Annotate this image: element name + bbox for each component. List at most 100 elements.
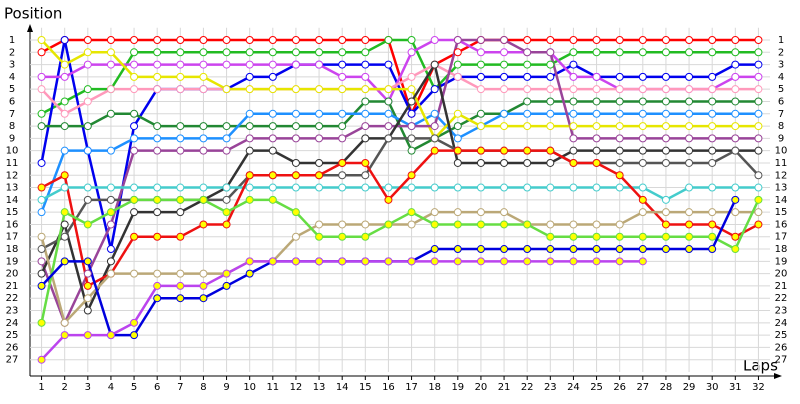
lap-marker [83,220,92,229]
lap-marker [37,85,46,94]
lap-marker [615,257,624,266]
lap-marker [546,109,555,118]
lap-marker [638,97,647,106]
lap-marker [130,109,139,118]
lap-marker [638,35,647,44]
lap-marker [569,134,578,143]
lap-marker [731,60,740,69]
lap-marker [153,146,162,155]
lap-marker [592,158,601,167]
lap-marker [222,146,231,155]
lap-marker [476,183,485,192]
lap-marker [199,35,208,44]
lap-marker [130,85,139,94]
lap-marker [176,72,185,81]
lap-marker [731,97,740,106]
lap-marker [523,109,532,118]
lap-marker [268,257,277,266]
lap-marker [708,72,717,81]
lap-marker [546,122,555,131]
y-tick-label: 16 [6,219,19,230]
lap-marker [83,294,92,303]
lap-marker [546,146,555,155]
lap-marker [222,269,231,278]
y-axis-label: Position [4,5,62,23]
lap-marker [291,158,300,167]
lap-marker [130,35,139,44]
lap-marker [315,60,324,69]
lap-marker [60,146,69,155]
lap-marker [754,195,763,204]
y-tick-label-right: 18 [775,244,788,255]
lap-marker [83,60,92,69]
lap-marker [430,220,439,229]
y-tick-label-right: 27 [775,355,788,366]
lap-marker [615,134,624,143]
lap-marker [638,85,647,94]
lap-marker [685,85,694,94]
lap-marker [153,281,162,290]
lap-marker [60,97,69,106]
lap-marker [60,183,69,192]
x-tick-label: 1 [38,382,44,393]
lap-marker [83,183,92,192]
lap-marker [708,245,717,254]
lap-marker [592,72,601,81]
lap-marker [83,195,92,204]
lap-marker [361,97,370,106]
lap-marker [199,48,208,57]
lap-marker [661,220,670,229]
lap-marker [569,257,578,266]
y-tick-label: 12 [6,170,19,181]
lap-marker [592,97,601,106]
y-tick-label-right: 16 [775,219,788,230]
lap-marker [361,48,370,57]
lap-marker [291,232,300,241]
y-tick-label: 14 [6,195,19,206]
y-tick-label-right: 6 [778,96,784,107]
lap-marker [638,208,647,217]
lap-marker [130,60,139,69]
lap-marker [83,48,92,57]
lap-marker [708,232,717,241]
lap-marker [661,72,670,81]
lap-marker [106,195,115,204]
lap-marker [500,158,509,167]
lap-marker [338,122,347,131]
lap-marker [569,60,578,69]
lap-marker [592,109,601,118]
lap-marker [83,85,92,94]
lap-marker [430,134,439,143]
lap-marker [523,60,532,69]
lap-marker [199,183,208,192]
lap-marker [60,318,69,327]
lap-marker [615,35,624,44]
lap-marker [268,195,277,204]
lap-marker [476,85,485,94]
lap-marker [60,232,69,241]
lap-marker [500,208,509,217]
lap-marker [37,183,46,192]
lap-marker [453,35,462,44]
lap-marker [130,48,139,57]
lap-marker [37,318,46,327]
lap-marker [430,146,439,155]
lap-marker [523,122,532,131]
lap-marker [569,158,578,167]
lap-marker [37,158,46,167]
lap-marker [708,208,717,217]
lap-marker [661,232,670,241]
lap-marker [569,146,578,155]
lap-marker [361,134,370,143]
lap-marker [153,72,162,81]
x-tick-label: 15 [359,382,372,393]
lap-marker [754,134,763,143]
lap-marker [546,60,555,69]
lap-marker [731,122,740,131]
lap-marker [546,257,555,266]
lap-marker [500,257,509,266]
y-tick-label: 6 [9,96,15,107]
lap-marker [199,72,208,81]
lap-marker [338,35,347,44]
y-tick-label: 18 [6,244,19,255]
